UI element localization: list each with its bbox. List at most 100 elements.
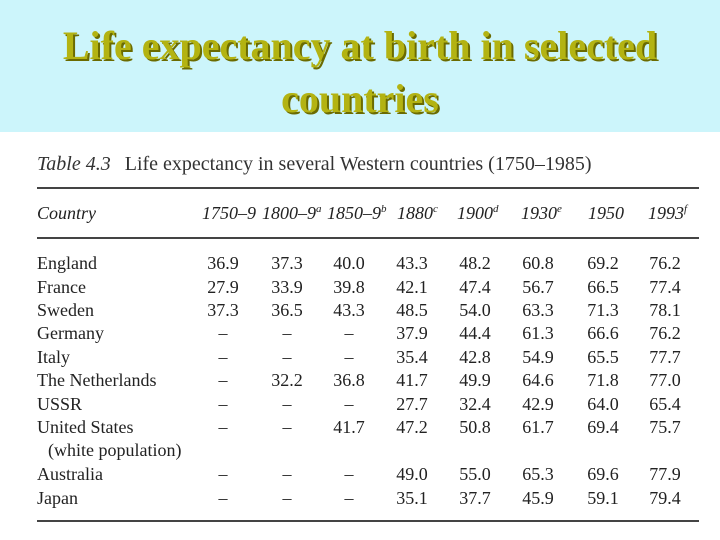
column-header-label: 1880 [397, 203, 433, 223]
column-header-footnote-mark: a [316, 203, 322, 215]
column-header: 1993f [648, 203, 687, 224]
column-header-footnote-mark: f [684, 203, 688, 215]
table-cell: – [282, 394, 292, 414]
column-header: 1900d [457, 203, 499, 224]
table-cell: 43.3 [333, 300, 365, 320]
table-cell: 48.2 [459, 253, 491, 273]
table-cell: – [344, 394, 354, 414]
table-bottom-rule [37, 520, 699, 522]
row-country-label: United States [37, 417, 134, 437]
table-header-rule [37, 237, 699, 239]
column-header: 1850–9b [327, 203, 387, 224]
table-cell: 78.1 [649, 300, 681, 320]
table-cell: 41.7 [396, 370, 428, 390]
slide-title-line-1: Life expectancy at birth in selected [62, 23, 658, 68]
column-header-footnote-mark: b [381, 203, 387, 215]
table-cell: 42.9 [522, 394, 554, 414]
title-banner [0, 0, 720, 132]
column-header: 1950 [588, 203, 624, 224]
row-country-label: (white population) [48, 440, 182, 460]
table-cell: – [218, 370, 228, 390]
table-cell: 79.4 [649, 488, 681, 508]
table-cell: – [282, 488, 292, 508]
table-cell: 65.5 [587, 347, 619, 367]
table-cell: – [282, 464, 292, 484]
table-cell: – [218, 347, 228, 367]
table-cell: 37.3 [271, 253, 303, 273]
table-cell: 56.7 [522, 277, 554, 297]
table-cell: 42.8 [459, 347, 491, 367]
table-cell: 69.6 [587, 464, 619, 484]
row-country-label: The Netherlands [37, 370, 157, 390]
table-cell: 63.3 [522, 300, 554, 320]
table-cell: – [282, 347, 292, 367]
row-country-label: Italy [37, 347, 70, 367]
row-country-label: Sweden [37, 300, 94, 320]
table-cell: – [218, 464, 228, 484]
column-header-label: 1750–9 [202, 203, 256, 223]
table-cell: 48.5 [396, 300, 428, 320]
table-cell: 75.7 [649, 417, 681, 437]
table-cell: 40.0 [333, 253, 365, 273]
table-cell: 32.2 [271, 370, 303, 390]
table-cell: 49.9 [459, 370, 491, 390]
table-cell: 36.5 [271, 300, 303, 320]
table-cell: 71.8 [587, 370, 619, 390]
table-cell: 39.8 [333, 277, 365, 297]
table-cell: 35.1 [396, 488, 428, 508]
row-country-label: Australia [37, 464, 103, 484]
table-cell: 55.0 [459, 464, 491, 484]
table-cell: 69.4 [587, 417, 619, 437]
table-cell: – [218, 417, 228, 437]
table-cell: 44.4 [459, 323, 491, 343]
table-cell: 64.0 [587, 394, 619, 414]
table-cell: 71.3 [587, 300, 619, 320]
table-cell: – [218, 323, 228, 343]
table-cell: 37.3 [207, 300, 239, 320]
table-cell: 66.6 [587, 323, 619, 343]
column-header: 1800–9a [262, 203, 322, 224]
table-cell: – [282, 323, 292, 343]
table-cell: – [344, 488, 354, 508]
table-number: Table 4.3 [37, 153, 111, 175]
table-cell: 37.9 [396, 323, 428, 343]
table-cell: 41.7 [333, 417, 365, 437]
table-caption-text: Life expectancy in several Western count… [124, 153, 592, 175]
table-cell: 32.4 [459, 394, 491, 414]
table-cell: – [344, 464, 354, 484]
column-header-label: 1800–9 [262, 203, 316, 223]
row-country-label: England [37, 253, 97, 273]
table-cell: 61.3 [522, 323, 554, 343]
table-cell: – [218, 488, 228, 508]
column-header-footnote-mark: d [493, 203, 499, 215]
table-cell: 64.6 [522, 370, 554, 390]
row-country-label: Japan [37, 488, 78, 508]
table-cell: 47.4 [459, 277, 491, 297]
column-header-label: 1950 [588, 203, 624, 223]
table-cell: 59.1 [587, 488, 619, 508]
table-cell: 77.0 [649, 370, 681, 390]
table-cell: 50.8 [459, 417, 491, 437]
column-header-footnote-mark: e [557, 203, 562, 215]
table-cell: 77.9 [649, 464, 681, 484]
table-cell: 76.2 [649, 253, 681, 273]
table-top-rule [37, 187, 699, 189]
table-cell: 35.4 [396, 347, 428, 367]
table-cell: 65.4 [649, 394, 681, 414]
table-cell: – [344, 323, 354, 343]
table-cell: 54.9 [522, 347, 554, 367]
column-header: 1750–9 [202, 203, 256, 224]
table-cell: 77.7 [649, 347, 681, 367]
column-header-label: 1900 [457, 203, 493, 223]
table-cell: 27.7 [396, 394, 428, 414]
table-cell: – [218, 394, 228, 414]
column-header: 1880c [397, 203, 438, 224]
table-cell: 61.7 [522, 417, 554, 437]
column-header-label: Country [37, 203, 97, 223]
table-cell: – [282, 417, 292, 437]
table-cell: 76.2 [649, 323, 681, 343]
column-header-label: 1930 [521, 203, 557, 223]
table-cell: 45.9 [522, 488, 554, 508]
column-header-footnote-mark: c [433, 203, 438, 215]
table-caption: Table 4.3 Life expectancy in several West… [37, 153, 591, 176]
